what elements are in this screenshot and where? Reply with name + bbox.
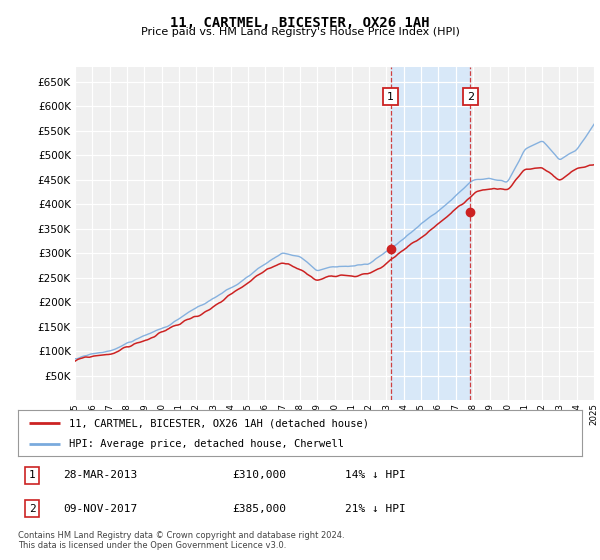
Text: 11, CARTMEL, BICESTER, OX26 1AH (detached house): 11, CARTMEL, BICESTER, OX26 1AH (detache…	[69, 418, 369, 428]
Text: 28-MAR-2013: 28-MAR-2013	[63, 470, 137, 480]
Text: £385,000: £385,000	[232, 504, 286, 514]
Bar	[391, 67, 470, 400]
Text: 11, CARTMEL, BICESTER, OX26 1AH: 11, CARTMEL, BICESTER, OX26 1AH	[170, 16, 430, 30]
Text: 21% ↓ HPI: 21% ↓ HPI	[345, 504, 406, 514]
Text: 14% ↓ HPI: 14% ↓ HPI	[345, 470, 406, 480]
Text: 2: 2	[467, 92, 474, 101]
Text: 09-NOV-2017: 09-NOV-2017	[63, 504, 137, 514]
Text: Price paid vs. HM Land Registry's House Price Index (HPI): Price paid vs. HM Land Registry's House …	[140, 27, 460, 37]
Text: Contains HM Land Registry data © Crown copyright and database right 2024.
This d: Contains HM Land Registry data © Crown c…	[18, 531, 344, 550]
Text: £310,000: £310,000	[232, 470, 286, 480]
Text: HPI: Average price, detached house, Cherwell: HPI: Average price, detached house, Cher…	[69, 439, 344, 449]
Text: 1: 1	[29, 470, 35, 480]
Text: 1: 1	[387, 92, 394, 101]
Text: 2: 2	[29, 504, 35, 514]
